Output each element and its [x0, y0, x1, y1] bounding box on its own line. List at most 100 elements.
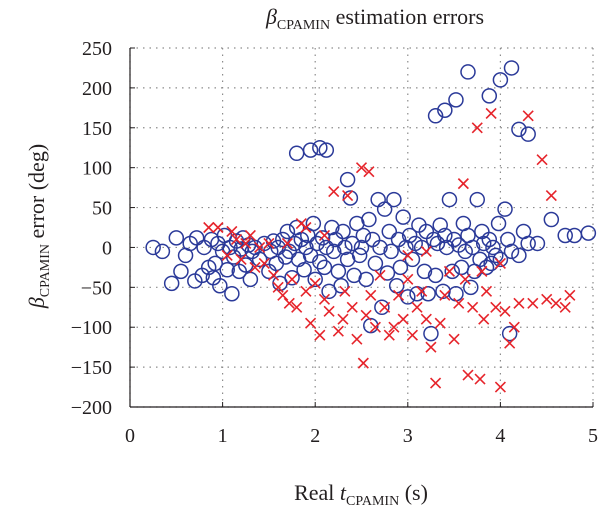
circle-point: [481, 231, 498, 248]
circle-point: [566, 227, 583, 244]
cross-stroke: [536, 154, 548, 166]
cross-stroke: [318, 293, 331, 305]
circle-point: [358, 271, 374, 288]
circle-point: [355, 227, 372, 244]
cross-stroke: [360, 309, 372, 321]
cross-stroke: [541, 293, 553, 305]
circle-point: [429, 235, 446, 252]
cross-stroke: [434, 317, 446, 329]
grid-lines: [129, 47, 594, 408]
circle-point: [207, 255, 223, 272]
circle-point: [363, 317, 379, 334]
cross-stroke: [527, 297, 539, 309]
circle-point: [543, 211, 560, 228]
circle-point: [324, 219, 340, 236]
cross-point: [283, 297, 295, 309]
cross-stroke: [351, 333, 363, 345]
circle-point: [460, 64, 476, 80]
circle-point: [168, 230, 185, 246]
circle-point: [448, 285, 464, 302]
data-points: [145, 60, 597, 393]
cross-stroke: [286, 273, 298, 285]
circle-point: [392, 259, 409, 276]
circle-point: [413, 239, 430, 256]
circle-point: [309, 235, 325, 252]
cross-point: [541, 293, 553, 305]
cross-point: [494, 257, 506, 269]
x-axis-label-subscript: CPAMIN: [346, 494, 399, 509]
cross-stroke: [430, 377, 442, 389]
circle-point: [219, 262, 235, 278]
cross-stroke: [203, 221, 215, 234]
cross-point: [550, 297, 562, 309]
circle-point: [376, 201, 393, 217]
cross-stroke: [355, 162, 368, 174]
circle-point: [420, 285, 436, 302]
circle-point: [379, 265, 396, 281]
cross-point: [363, 166, 375, 178]
circle-point: [478, 259, 495, 276]
circle-point: [305, 215, 322, 232]
cross-point: [240, 237, 252, 250]
circle-point: [404, 251, 421, 268]
circle-point: [307, 271, 323, 288]
x-tick-label: 4: [495, 425, 505, 447]
y-tick-label: 50: [92, 198, 112, 220]
circle-point: [314, 230, 331, 246]
circle-point: [342, 190, 359, 206]
cross-point: [402, 249, 414, 261]
cross-stroke: [504, 337, 516, 349]
cross-point: [388, 321, 400, 333]
circle-point: [483, 255, 499, 272]
circle-point: [448, 92, 464, 108]
x-tick-label: 5: [588, 425, 598, 447]
cross-point: [480, 285, 493, 297]
tick-labels: 0 1 2 3 4 5 250 200 150 100 50 0 −50 −100 −150 −200: [71, 38, 598, 447]
circle-point: [361, 211, 377, 228]
cross-stroke: [258, 257, 270, 269]
cross-point: [360, 309, 372, 321]
cross-stroke: [471, 122, 483, 134]
cross-point: [339, 285, 351, 297]
circle-point: [501, 325, 518, 342]
y-tick-label: −50: [81, 277, 112, 299]
cross-stroke: [379, 301, 391, 313]
cross-stroke: [467, 301, 479, 313]
circle-point: [446, 231, 462, 248]
cross-point: [379, 301, 391, 313]
cross-stroke: [346, 301, 358, 313]
circle-point: [318, 142, 335, 158]
x-axis-label-prefix: Real: [294, 480, 340, 505]
cross-stroke: [457, 178, 469, 190]
circle-point: [497, 201, 513, 217]
cross-point: [536, 154, 548, 166]
chart-title-rest: estimation errors: [330, 4, 484, 29]
cross-point: [527, 297, 539, 309]
cross-point: [406, 329, 418, 341]
cross-point: [332, 325, 344, 337]
circle-point: [490, 215, 507, 232]
circle-point: [279, 223, 296, 240]
cross-stroke: [230, 233, 243, 246]
cross-point: [226, 225, 238, 238]
circle-point: [302, 142, 319, 158]
cross-stroke: [339, 285, 351, 297]
circle-point: [163, 275, 180, 292]
circle-point: [427, 267, 444, 284]
cross-stroke: [494, 381, 506, 393]
x-tick-label: 2: [310, 425, 320, 447]
circle-point: [344, 235, 360, 252]
cross-stroke: [388, 321, 400, 333]
cross-stroke: [513, 297, 525, 309]
x-axis-label-symbol: t: [340, 480, 347, 505]
cross-point: [559, 301, 571, 313]
cross-stroke: [249, 261, 261, 273]
circle-point: [333, 277, 349, 294]
cross-point: [300, 221, 312, 234]
cross-stroke: [462, 369, 474, 381]
circle-point: [374, 299, 390, 316]
cross-point: [383, 329, 395, 341]
axes: [129, 47, 594, 408]
circle-point: [432, 217, 448, 233]
